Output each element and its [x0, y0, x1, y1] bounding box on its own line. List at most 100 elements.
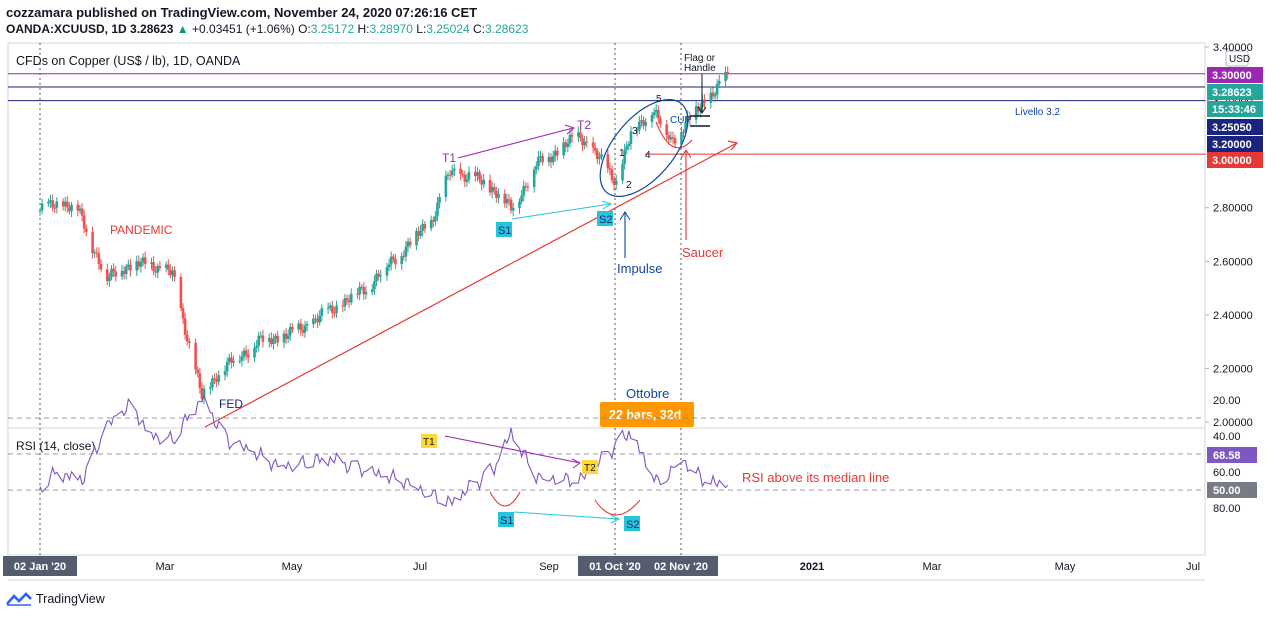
close-label: C: [472, 22, 485, 36]
x-tick-highlight [578, 556, 652, 576]
x-tick-label: May [282, 561, 303, 573]
candle-body [129, 264, 132, 271]
price-tag [1207, 101, 1263, 117]
candle-body [84, 228, 88, 232]
handle-marks [690, 115, 710, 127]
candle-body [671, 137, 675, 139]
candle-body [150, 262, 153, 264]
x-tick-label: Mar [156, 561, 175, 573]
t1-label: T1 [442, 151, 456, 165]
candle-body [217, 375, 221, 382]
candle-body [223, 371, 227, 376]
x-tick-label: 2021 [800, 561, 824, 573]
candle-body [566, 143, 570, 147]
candle-body [478, 172, 481, 180]
candle-body [105, 269, 109, 282]
candle-body [40, 203, 44, 211]
candle-body [110, 268, 113, 278]
candle-body [99, 263, 103, 270]
candle-body [522, 186, 525, 196]
rsi-s1-label: S1 [500, 515, 513, 527]
candle-body [202, 388, 206, 399]
candle-body [629, 131, 633, 144]
candle-body [417, 231, 420, 236]
candle-body [341, 305, 345, 307]
candle-body [387, 264, 391, 268]
range-label: 22 bars, 32d [609, 408, 681, 422]
candle-body [581, 138, 584, 146]
candle-body [122, 270, 126, 274]
candle-body [539, 155, 542, 157]
candle-body [244, 350, 248, 355]
trendline [204, 142, 738, 428]
candle-body [402, 255, 406, 257]
candle-body [272, 338, 275, 345]
candle-body [154, 271, 157, 273]
candle-body [200, 387, 204, 399]
candle-body [173, 270, 176, 277]
author-name: cozzamara published on TradingView.com, … [6, 5, 478, 20]
candle-body [356, 293, 359, 295]
candle-body [612, 180, 616, 185]
candle-body [549, 156, 553, 163]
candle-body [635, 130, 639, 132]
candle-body [608, 168, 612, 170]
candle-body [171, 270, 174, 276]
candle-body [535, 166, 538, 170]
candle-body [385, 267, 389, 276]
impulse-label: Impulse [617, 261, 663, 276]
candle-body [213, 378, 216, 380]
candle-body [669, 137, 673, 140]
chart-canvas[interactable]: CFDs on Copper (US$ / lb), 1D, OANDA USD3… [0, 0, 1274, 590]
candle-body [713, 94, 717, 97]
candle-body [284, 333, 288, 339]
candle-body [291, 327, 294, 330]
ohlc-row: OANDA:XCUUSD, 1D 3.28623 ▲ +0.03451 (+1.… [6, 22, 528, 36]
candle-body [326, 307, 330, 309]
candle-body [299, 323, 303, 330]
candle-body [215, 378, 218, 382]
candle-body [526, 186, 530, 188]
candle-body [438, 196, 441, 203]
candle-body [476, 172, 479, 177]
candle-body [53, 207, 57, 209]
candle-body [497, 193, 500, 198]
x-tick-highlight [3, 556, 77, 576]
candle-body [141, 257, 145, 263]
up-arrow-icon: ▲ [176, 22, 189, 36]
saucer-curve [655, 121, 693, 149]
open-value: 3.25172 [310, 22, 355, 36]
candle-body [301, 329, 305, 333]
rsi-s1-box [498, 512, 514, 527]
candle-body [450, 170, 454, 176]
candle-body [158, 266, 162, 268]
candle-body [434, 216, 437, 222]
candle-body [547, 156, 551, 163]
symbol-label[interactable]: OANDA:XCUUSD, 1D [6, 22, 127, 36]
candle-body [570, 134, 574, 137]
candle-body [610, 169, 614, 181]
rsi-pane-frame [7, 427, 1206, 556]
candle-body [532, 169, 536, 188]
price-tag-label: 3.20000 [1212, 139, 1252, 151]
candle-body [495, 190, 498, 198]
candle-body [316, 318, 319, 323]
brand-footer[interactable]: TradingView [6, 592, 105, 606]
flag-arrow-head-icon [697, 106, 707, 114]
candle-body [518, 201, 521, 209]
candle-body [246, 354, 250, 358]
candle-body [345, 298, 349, 301]
candle-body [137, 261, 141, 267]
candle-body [680, 131, 683, 144]
price-tag-label: 3.28623 [1212, 87, 1252, 99]
t-arrow-head-icon [564, 124, 575, 135]
candle-body [242, 350, 246, 357]
candle-body [63, 201, 67, 207]
candle-body [562, 142, 565, 156]
candle-body [717, 80, 721, 84]
candle-body [97, 253, 101, 264]
candle-body [482, 179, 486, 185]
candle-body [429, 219, 433, 229]
saucer-arrow-head-icon [680, 149, 692, 159]
candle-body [38, 210, 42, 212]
